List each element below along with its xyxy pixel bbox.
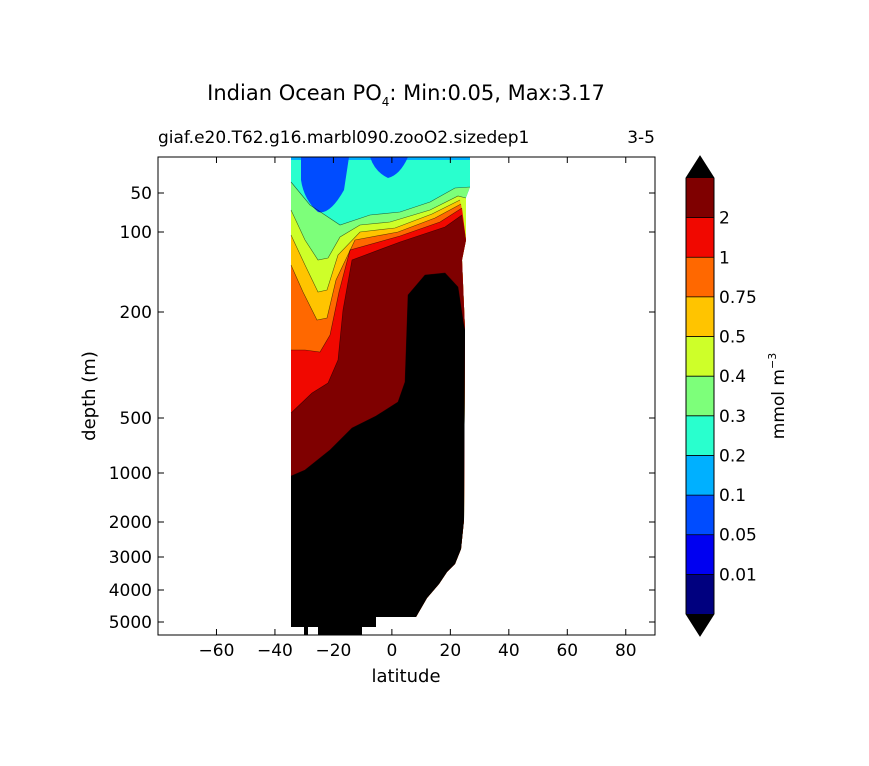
x-tick-label: 60 (556, 641, 578, 661)
colorbar: 0.01 0.05 0.1 0.2 0.3 0.4 0.5 0.75 1 2 (685, 155, 757, 637)
colorbar-segment (686, 257, 714, 297)
x-tick-label: 40 (498, 641, 520, 661)
colorbar-tick-label: 0.5 (719, 328, 746, 348)
x-tick-label: 80 (615, 641, 637, 661)
colorbar-tick-label: 0.1 (719, 486, 746, 506)
contour-core (301, 157, 349, 213)
x-tick-label: −60 (199, 641, 235, 661)
colorbar-tick-label: 0.75 (719, 288, 757, 308)
y-tick-label: 3000 (109, 548, 152, 568)
y-tick-label: 200 (120, 303, 152, 323)
colorbar-segment (686, 178, 714, 218)
colorbar-segment (686, 217, 714, 258)
seafloor-mask (308, 627, 318, 635)
colorbar-extend-under (686, 614, 714, 636)
y-tick-label: 100 (120, 223, 152, 243)
y-tick-label: 5000 (109, 613, 152, 633)
colorbar-tick-label: 0.01 (719, 565, 757, 585)
colorbar-segment (686, 455, 714, 496)
colorbar-segment (686, 534, 714, 575)
colorbar-segment (686, 376, 714, 416)
chart-subtitle-left: giaf.e20.T62.g16.marbl090.zooO2.sizedep1 (158, 128, 529, 148)
colorbar-tick-label: 2 (719, 209, 730, 229)
y-tick-label: 500 (120, 409, 152, 429)
x-tick-label: −40 (257, 641, 293, 661)
colorbar-tick-label: 0.4 (719, 367, 746, 387)
seafloor-mask (291, 627, 304, 635)
colorbar-label-superscript: −3 (766, 353, 779, 369)
chart-title: Indian Ocean PO4: Min:0.05, Max:3.17 (207, 81, 605, 109)
title-subscript: 4 (382, 95, 390, 109)
colorbar-segment (686, 495, 714, 535)
x-axis: −60 −40 −20 0 20 40 60 80 (199, 157, 637, 661)
y-tick-label: 2000 (109, 513, 152, 533)
colorbar-label: mmol m−3 (766, 353, 789, 439)
colorbar-tick-label: 0.05 (719, 526, 757, 546)
colorbar-segment (686, 415, 714, 456)
contour-band (291, 273, 465, 635)
chart-subtitle-right: 3-5 (627, 128, 655, 148)
colorbar-extend-over (686, 156, 714, 178)
plot-frame (157, 156, 656, 636)
colorbar-segment (686, 296, 714, 337)
y-axis-label: depth (m) (79, 351, 100, 441)
contour-band (445, 461, 464, 520)
colorbar-segment (686, 574, 714, 614)
colorbar-segment (686, 336, 714, 377)
colorbar-tick-label: 0.3 (719, 407, 746, 427)
x-axis-label: latitude (371, 666, 440, 687)
x-tick-label: 0 (386, 641, 397, 661)
x-tick-label: 20 (440, 641, 462, 661)
y-tick-label: 1000 (109, 464, 152, 484)
contour-core (370, 157, 408, 178)
colorbar-outline (685, 155, 715, 637)
y-tick-label: 50 (130, 184, 152, 204)
colorbar-tick-label: 0.2 (719, 446, 746, 466)
colorbar-tick-label: 1 (719, 248, 730, 268)
y-axis: 50 100 200 500 1000 2000 3000 4000 5000 (109, 184, 655, 633)
y-tick-label: 4000 (109, 581, 152, 601)
contour-field (290, 157, 471, 635)
x-tick-label: −20 (315, 641, 351, 661)
